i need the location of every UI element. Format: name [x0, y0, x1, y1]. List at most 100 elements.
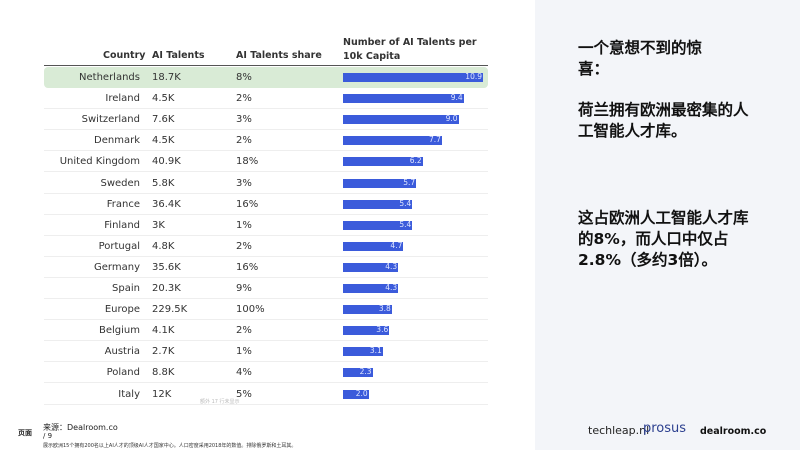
per10k-bar: 4.7	[343, 240, 404, 251]
bar-label: 3.1	[369, 346, 382, 356]
share-cell: 5%	[236, 388, 252, 400]
table-row: Italy 12K 5% 2.0	[44, 384, 488, 405]
talents-cell: 2.7K	[152, 346, 175, 358]
country-cell: Switzerland	[81, 114, 140, 126]
table-row: Portugal 4.8K 2% 4.7	[44, 236, 488, 257]
country-cell: Italy	[118, 388, 140, 400]
header-ai-talents: AI Talents	[152, 50, 205, 61]
country-cell: Denmark	[94, 135, 140, 147]
talents-cell: 4.5K	[152, 135, 175, 147]
bar-label: 3.8	[378, 304, 391, 314]
talents-cell: 7.6K	[152, 114, 175, 126]
share-cell: 2%	[236, 240, 252, 252]
dealroom-logo: dealroom.co	[700, 426, 767, 437]
talents-cell: 4.1K	[152, 325, 175, 337]
per10k-bar: 2.3	[343, 367, 373, 378]
table-row: Belgium 4.1K 2% 3.6	[44, 320, 488, 342]
per10k-bar: 4.3	[343, 261, 399, 272]
country-cell: Europe	[104, 304, 140, 316]
talents-cell: 4.5K	[152, 93, 175, 105]
bar-label: 5.4	[399, 198, 412, 208]
talents-cell: 8.8K	[152, 367, 175, 379]
per10k-bar: 10.9	[343, 72, 483, 82]
bar-label: 3.6	[376, 325, 389, 335]
country-cell: United Kingdom	[59, 156, 140, 168]
per10k-bar: 6.2	[343, 156, 423, 167]
country-cell: Poland	[106, 367, 140, 379]
table-row: France 36.4K 16% 5.4	[44, 194, 488, 215]
share-cell: 1%	[236, 346, 252, 358]
talents-cell: 20.3K	[152, 283, 181, 294]
table-row: Ireland 4.5K 2% 9.4	[44, 88, 488, 110]
bar-label: 7.7	[428, 135, 441, 145]
talents-cell: 35.6K	[152, 261, 181, 273]
table-row: Austria 2.7K 1% 3.1	[44, 341, 488, 363]
share-cell: 18%	[236, 156, 259, 168]
bar-label: 5.7	[403, 177, 416, 187]
per10k-bar: 5.7	[343, 177, 417, 188]
share-cell: 2%	[236, 135, 252, 147]
share-cell: 2%	[236, 325, 252, 337]
table-row: Switzerland 7.6K 3% 9.0	[44, 109, 488, 131]
per10k-bar: 7.7	[343, 135, 442, 146]
table-row: Finland 3K 1% 5.4	[44, 215, 488, 236]
country-cell: Germany	[94, 261, 140, 273]
more-rows-note: 额外 17 行未显示	[200, 399, 240, 405]
talents-cell: 12K	[152, 388, 172, 400]
per10k-bar: 3.6	[343, 325, 390, 336]
per10k-bar: 3.1	[343, 346, 383, 357]
country-cell: Austria	[104, 346, 140, 358]
prosus-logo: prosus	[643, 421, 687, 436]
country-cell: Belgium	[99, 325, 140, 337]
share-cell: 3%	[236, 177, 252, 189]
side-paragraph-2: 这占欧洲人工智能人才库的8%，而人口中仅占2.8%（多约3倍）。	[578, 209, 749, 269]
share-cell: 3%	[236, 114, 252, 126]
bar-label: 6.2	[409, 156, 422, 166]
talents-cell: 4.8K	[152, 240, 175, 252]
country-cell: Netherlands	[79, 72, 140, 83]
bar-label: 4.3	[385, 261, 398, 271]
techleap-logo: techleap.nl	[588, 424, 650, 437]
header-country: Country	[103, 50, 146, 61]
per10k-bar: 2.0	[343, 388, 369, 399]
source: 来源：Dealroom.co	[43, 423, 118, 432]
per10k-bar: 4.3	[343, 283, 399, 293]
share-cell: 8%	[236, 72, 252, 83]
country-cell: Portugal	[98, 240, 140, 252]
table-row: Sweden 5.8K 3% 5.7	[44, 173, 488, 194]
per10k-bar: 9.4	[343, 93, 464, 104]
per10k-bar: 9.0	[343, 114, 459, 125]
header-share: AI Talents share	[236, 50, 322, 61]
header-divider	[44, 65, 488, 66]
share-cell: 4%	[236, 367, 252, 379]
share-cell: 1%	[236, 219, 252, 231]
table-row: Europe 229.5K 100% 3.8	[44, 299, 488, 321]
page-label: 页面	[18, 429, 32, 437]
page-number: / 9	[43, 432, 53, 440]
per10k-bar: 5.4	[343, 198, 413, 209]
share-cell: 100%	[236, 304, 265, 316]
bar-label: 4.7	[390, 240, 403, 250]
talents-cell: 18.7K	[152, 72, 181, 83]
per10k-bar: 5.4	[343, 219, 413, 230]
country-cell: Spain	[112, 283, 140, 294]
table-row: Denmark 4.5K 2% 7.7	[44, 130, 488, 152]
talents-cell: 40.9K	[152, 156, 181, 168]
talents-cell: 3K	[152, 219, 165, 231]
side-panel: 一个意想不到的惊喜： 荷兰拥有欧洲最密集的人工智能人才库。 这占欧洲人工智能人才…	[535, 0, 800, 450]
table-row: United Kingdom 40.9K 18% 6.2	[44, 151, 488, 173]
country-cell: Finland	[104, 219, 140, 231]
bar-label: 9.4	[450, 93, 463, 103]
bar-label: 5.4	[399, 219, 412, 229]
share-cell: 16%	[236, 261, 259, 273]
bar-label: 2.0	[355, 388, 368, 398]
bar-label: 2.3	[359, 367, 372, 377]
header-per10k: Number of AI Talents per 10k Capita	[343, 37, 477, 62]
share-cell: 16%	[236, 198, 259, 210]
talents-cell: 5.8K	[152, 177, 175, 189]
share-cell: 2%	[236, 93, 252, 105]
country-cell: Sweden	[100, 177, 140, 189]
footnote: 展示欧洲15个拥有200名以上AI人才的顶级AI人才国家中心。人口密度采用201…	[43, 443, 297, 449]
side-heading: 一个意想不到的惊喜：	[578, 39, 703, 78]
table-row: Poland 8.8K 4% 2.3	[44, 362, 488, 384]
